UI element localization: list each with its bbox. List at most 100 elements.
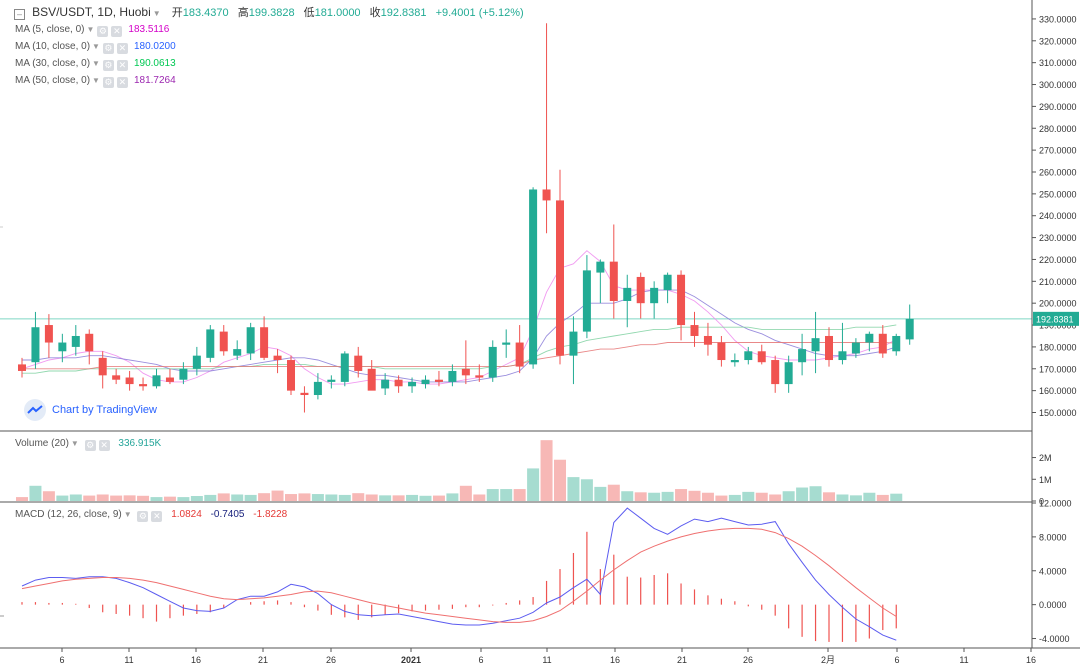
volume-bar[interactable] [701,492,714,501]
indicator-label[interactable]: MA (5, close, 0) [15,24,85,35]
close-icon[interactable]: ✕ [151,511,163,522]
volume-bar[interactable] [379,495,392,501]
symbol-dropdown-icon[interactable]: ▼ [152,9,161,18]
candle[interactable] [434,370,443,387]
candle[interactable] [730,353,739,367]
volume-bar[interactable] [311,494,324,501]
candle[interactable] [421,375,430,389]
volume-bar[interactable] [123,495,136,501]
volume-bar[interactable] [849,495,862,501]
settings-icon[interactable]: ⚙ [97,26,109,37]
candle[interactable] [152,368,161,389]
volume-bar[interactable] [150,497,163,501]
volume-bar[interactable] [365,494,378,501]
candle[interactable] [757,344,766,365]
candle[interactable] [461,340,470,385]
candle[interactable] [165,368,174,385]
candle[interactable] [139,377,148,391]
volume-bar[interactable] [258,493,271,501]
candle[interactable] [71,325,80,356]
volume-bar[interactable] [325,494,338,501]
volume-bar[interactable] [244,494,257,501]
candle[interactable] [650,281,659,319]
candle[interactable] [717,335,726,367]
candle[interactable] [354,346,363,378]
volume-bar[interactable] [580,479,593,501]
candle[interactable] [246,322,255,361]
volume-bar[interactable] [190,496,203,501]
indicator-dropdown-icon[interactable]: ▼ [92,59,100,68]
candle[interactable] [488,340,497,382]
candle[interactable] [31,311,40,369]
candle[interactable] [112,368,121,385]
volume-bar[interactable] [83,495,96,501]
candle[interactable] [811,311,820,374]
volume-bar[interactable] [271,490,284,501]
volume-bar[interactable] [567,477,580,501]
volume-bar[interactable] [661,491,674,501]
volume-bar[interactable] [42,491,55,501]
settings-icon[interactable]: ⚙ [102,77,114,88]
volume-label[interactable]: Volume (20) [15,438,69,449]
volume-bar[interactable] [769,494,782,501]
candle[interactable] [596,259,605,304]
volume-bar[interactable] [204,494,217,501]
symbol-title[interactable]: BSV/USDT, 1D, Huobi [32,5,151,19]
candle[interactable] [44,314,53,358]
indicator-label[interactable]: MA (10, close, 0) [15,41,91,52]
candle[interactable] [85,329,94,365]
candle[interactable] [784,355,793,393]
volume-bar[interactable] [742,491,755,501]
candle[interactable] [287,355,295,396]
candle[interactable] [179,362,188,385]
macd-label[interactable]: MACD (12, 26, close, 9) [15,509,122,520]
candlestick-series[interactable] [18,23,914,413]
candle[interactable] [313,373,322,400]
volume-bar[interactable] [69,494,82,501]
volume-bar[interactable] [406,494,419,501]
candle[interactable] [381,373,390,396]
candle[interactable] [690,311,699,347]
volume-bar[interactable] [594,486,607,501]
candle[interactable] [878,325,887,358]
volume-bar[interactable] [527,468,540,501]
volume-bar[interactable] [607,484,620,501]
volume-bar[interactable] [56,495,69,501]
volume-bar[interactable] [352,493,365,501]
volume-bar[interactable] [755,492,768,501]
candle[interactable] [475,364,484,382]
candle[interactable] [636,272,645,319]
volume-bar[interactable] [459,485,472,501]
indicator-label[interactable]: MA (30, close, 0) [15,58,91,69]
candle[interactable] [18,357,26,378]
volume-bar[interactable] [110,495,123,501]
volume-bar[interactable] [796,487,809,501]
candle[interactable] [851,338,860,358]
candle[interactable] [260,316,269,361]
volume-bar[interactable] [823,492,835,501]
candle[interactable] [892,333,901,356]
candle[interactable] [300,386,309,413]
settings-icon[interactable]: ⚙ [102,60,114,71]
candle[interactable] [206,325,215,363]
candle[interactable] [58,333,67,363]
volume-bar[interactable] [513,489,526,501]
candle[interactable] [327,375,336,389]
candle[interactable] [394,375,403,393]
volume-bar[interactable] [809,486,822,501]
candle[interactable] [515,325,524,374]
candle[interactable] [502,329,511,358]
candle[interactable] [663,272,672,304]
volume-bar[interactable] [285,494,297,501]
candle[interactable] [677,270,686,341]
volume-bar[interactable] [446,493,459,501]
volume-bar[interactable] [621,491,634,501]
candle[interactable] [529,187,538,369]
candle[interactable] [340,351,349,387]
volume-bar[interactable] [554,459,566,501]
volume-bar[interactable] [486,489,499,501]
indicator-dropdown-icon[interactable]: ▼ [92,76,100,85]
volume-bar[interactable] [298,493,311,501]
volume-bar[interactable] [634,492,647,501]
volume-bar[interactable] [96,494,109,501]
